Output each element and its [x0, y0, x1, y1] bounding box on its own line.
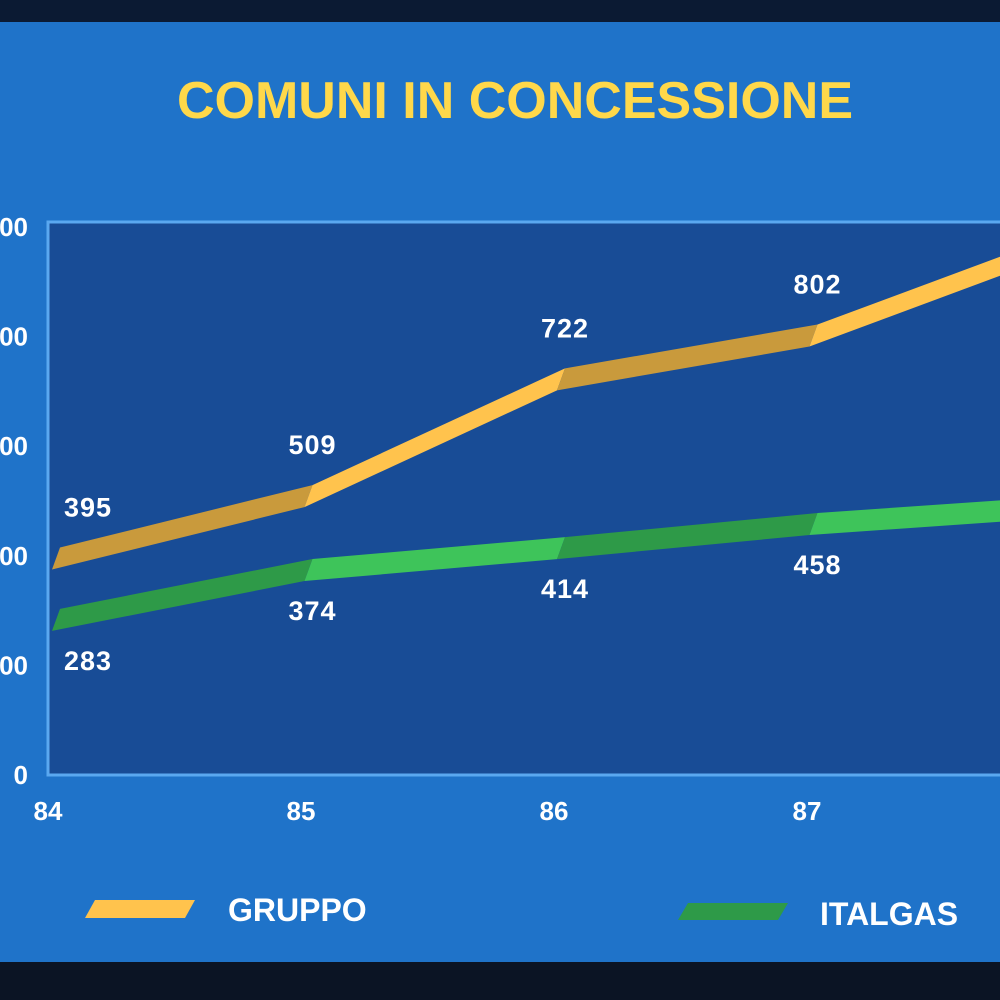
line-segment-gruppo-84-85: [52, 485, 313, 570]
series-layer: [52, 256, 1000, 631]
data-label-italgas-85: 374: [288, 596, 336, 626]
legend-swatch-gruppo: [85, 900, 195, 918]
plot-area: [46, 220, 1000, 777]
y-tick-label-0: 0: [14, 760, 28, 790]
data-label-gruppo-86: 722: [541, 313, 589, 343]
y-tick-label-1000: 00: [0, 212, 28, 242]
line-segment-gruppo-87-88: [809, 256, 1000, 347]
y-tick-label-200: 00: [0, 650, 28, 680]
x-tick-label-85: 85: [287, 796, 316, 826]
data-label-italgas-87: 458: [793, 550, 841, 580]
line-segment-gruppo-86-87: [557, 324, 818, 391]
x-tick-label-87: 87: [793, 796, 822, 826]
x-axis: 84 85 86 87: [34, 796, 822, 826]
bottom-frame: [0, 962, 1000, 1000]
line-segment-italgas-85-86: [304, 537, 565, 582]
legend-label-gruppo: GRUPPO: [228, 892, 367, 928]
legend: GRUPPO ITALGAS: [85, 892, 958, 932]
data-label-italgas-86: 414: [541, 574, 589, 604]
y-tick-label-400: 00: [0, 541, 28, 571]
legend-swatch-italgas: [678, 903, 788, 920]
data-labels: 395509722802973283374414458: [64, 270, 841, 676]
data-label-italgas-84: 283: [64, 646, 112, 676]
y-tick-label-600: 00: [0, 431, 28, 461]
chart-title: COMUNI IN CONCESSIONE: [177, 72, 853, 130]
x-tick-label-84: 84: [34, 796, 63, 826]
y-tick-label-800: 00: [0, 322, 28, 352]
data-label-gruppo-84: 395: [64, 493, 112, 523]
top-frame: [0, 0, 1000, 22]
line-segment-italgas-84-85: [52, 559, 313, 631]
x-tick-label-86: 86: [540, 796, 569, 826]
line-segment-italgas-86-87: [557, 513, 818, 560]
line-segment-gruppo-85-86: [304, 368, 565, 508]
data-label-gruppo-85: 509: [288, 430, 336, 460]
legend-label-italgas: ITALGAS: [820, 896, 958, 932]
line-segment-italgas-87-88: [809, 500, 1000, 536]
data-label-gruppo-87: 802: [793, 270, 841, 300]
